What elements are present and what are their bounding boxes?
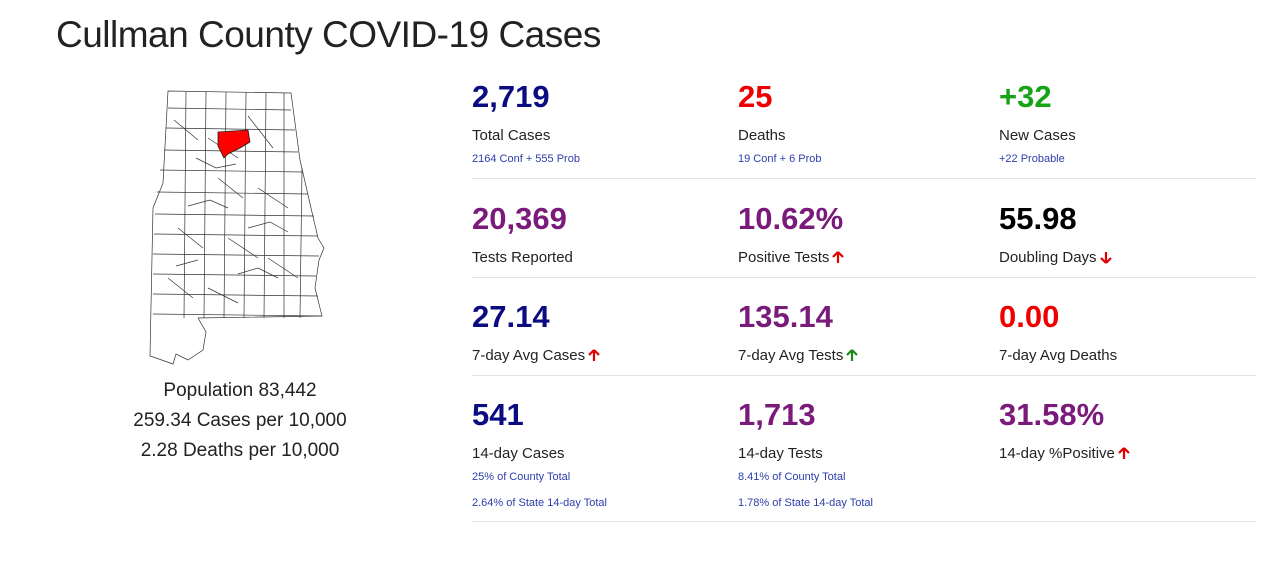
cases-14d-state-share: 2.64% of State 14-day Total bbox=[472, 497, 607, 509]
deaths-per-10000-text: 2.28 Deaths per 10,000 bbox=[140, 440, 340, 461]
stat-7day-avg-cases: 27.14 7-day Avg Cases bbox=[472, 300, 600, 364]
tests-reported-value: 20,369 bbox=[472, 201, 567, 236]
total-cases-value: 2,719 bbox=[472, 79, 550, 114]
avg-tests-7d-value: 135.14 bbox=[738, 299, 833, 334]
stat-deaths: 25 Deaths 19 Conf + 6 Prob bbox=[738, 79, 822, 166]
up-red-arrow-icon bbox=[588, 349, 600, 361]
stats-row-2: 20,369 Tests Reported 10.62% Positive Te… bbox=[472, 202, 1256, 278]
deaths-label: Deaths bbox=[738, 127, 786, 144]
tests-14d-county-share: 8.41% of County Total bbox=[738, 471, 846, 483]
stats-row-4: 541 14-day Cases 25% of County Total 2.6… bbox=[472, 398, 1256, 522]
avg-cases-7d-label: 7-day Avg Cases bbox=[472, 347, 600, 364]
up-red-arrow-icon bbox=[832, 251, 845, 263]
up-green-arrow-icon bbox=[846, 349, 859, 361]
cases-14d-label: 14-day Cases bbox=[472, 445, 565, 462]
stat-7day-avg-deaths: 0.00 7-day Avg Deaths bbox=[999, 299, 1118, 365]
cases-14d-value: 541 bbox=[472, 397, 524, 432]
avg-deaths-7d-value: 0.00 bbox=[999, 299, 1060, 334]
tests-14d-value: 1,713 bbox=[738, 397, 816, 432]
positive-14d-label: 14-day %Positive bbox=[999, 445, 1130, 462]
doubling-days-value: 55.98 bbox=[999, 201, 1077, 236]
highlighted-county bbox=[217, 129, 251, 159]
avg-cases-7d-value: 27.14 bbox=[472, 299, 550, 334]
up-red-arrow-icon bbox=[1118, 447, 1130, 459]
stat-new-cases: +32 New Cases +22 Probable bbox=[999, 79, 1076, 166]
down-red-arrow-icon bbox=[1099, 252, 1112, 264]
total-cases-breakdown: 2164 Conf + 555 Prob bbox=[472, 153, 580, 165]
stat-positive-tests: 10.62% Positive Tests bbox=[738, 201, 845, 266]
avg-deaths-7d-label: 7-day Avg Deaths bbox=[999, 347, 1118, 364]
deaths-value: 25 bbox=[738, 79, 773, 114]
new-cases-label: New Cases bbox=[999, 127, 1076, 144]
stat-doubling-days: 55.98 Doubling Days bbox=[999, 202, 1112, 266]
stat-14day-positive: 31.58% 14-day %Positive bbox=[999, 398, 1130, 462]
tests-14d-label: 14-day Tests bbox=[738, 445, 823, 462]
population-text: Population 83,442 bbox=[163, 380, 317, 401]
positive-14d-value: 31.58% bbox=[999, 397, 1105, 432]
positive-tests-label: Positive Tests bbox=[738, 249, 845, 266]
page-title: Cullman County COVID-19 Cases bbox=[56, 14, 601, 55]
stat-total-cases: 2,719 Total Cases 2164 Conf + 555 Prob bbox=[472, 79, 580, 166]
total-cases-label: Total Cases bbox=[472, 127, 551, 144]
stat-14day-cases: 541 14-day Cases 25% of County Total 2.6… bbox=[472, 397, 607, 510]
stat-7day-avg-tests: 135.14 7-day Avg Tests bbox=[738, 299, 859, 364]
stats-row-1: 2,719 Total Cases 2164 Conf + 555 Prob 2… bbox=[472, 80, 1256, 179]
alabama-county-map bbox=[148, 88, 332, 370]
new-cases-probable: +22 Probable bbox=[999, 153, 1065, 165]
cases-14d-county-share: 25% of County Total bbox=[472, 471, 571, 483]
positive-tests-value: 10.62% bbox=[738, 201, 844, 236]
new-cases-value: +32 bbox=[999, 79, 1052, 114]
deaths-breakdown: 19 Conf + 6 Prob bbox=[738, 153, 822, 165]
stat-14day-tests: 1,713 14-day Tests 8.41% of County Total… bbox=[738, 397, 873, 510]
doubling-days-label: Doubling Days bbox=[999, 249, 1112, 266]
cases-per-10000-text: 259.34 Cases per 10,000 bbox=[133, 410, 347, 431]
stat-tests-reported: 20,369 Tests Reported bbox=[472, 201, 573, 267]
tests-14d-state-share: 1.78% of State 14-day Total bbox=[738, 497, 873, 509]
tests-reported-label: Tests Reported bbox=[472, 249, 573, 266]
avg-tests-7d-label: 7-day Avg Tests bbox=[738, 347, 859, 364]
stats-row-3: 27.14 7-day Avg Cases 135.14 7-day Avg T… bbox=[472, 300, 1256, 376]
